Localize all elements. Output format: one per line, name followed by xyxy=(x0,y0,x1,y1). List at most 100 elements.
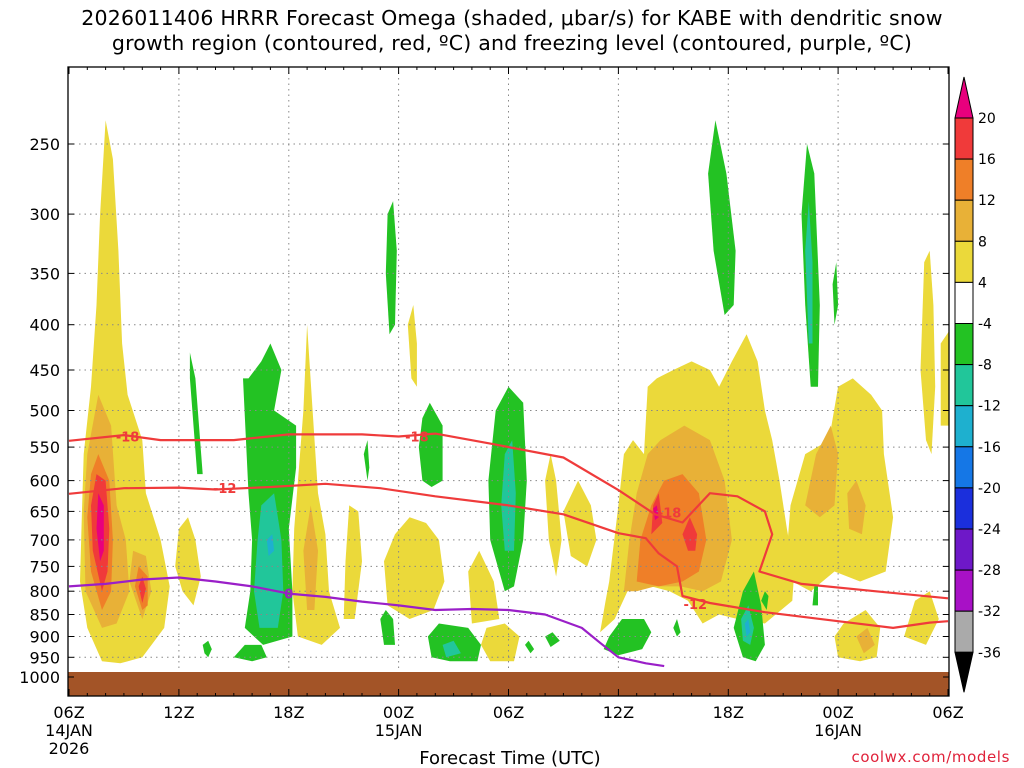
omega-region-14z-18z-orange xyxy=(636,474,707,587)
x-tick-date-label: 15JAN xyxy=(375,721,423,740)
omega-region-06z-edge xyxy=(940,331,949,426)
contour-line xyxy=(68,432,949,600)
contours xyxy=(68,432,949,668)
y-tick-label: 850 xyxy=(29,606,60,625)
omega-region-00z-upper-descent xyxy=(832,262,839,325)
contour-labels: -18 -12 -18 -18 -12 0 xyxy=(116,431,707,614)
colorbar-label: 12 xyxy=(978,193,996,209)
grid xyxy=(68,67,949,672)
omega-region-22z-descent xyxy=(363,440,370,481)
omega-region-04z-low xyxy=(904,591,939,645)
omega-region-21z-gold xyxy=(805,425,839,518)
colorbar: 20 16 12 8 4 -4 -8 -12 -16 -20 -24 -28 -32 -36 xyxy=(954,76,1001,693)
colorbar-label: -8 xyxy=(978,358,992,374)
colorbar-label: 4 xyxy=(978,275,987,291)
contour-line xyxy=(68,576,665,668)
omega-region-20z xyxy=(343,505,362,619)
colorbar-segment xyxy=(954,610,974,653)
y-tick-label: 650 xyxy=(29,502,60,521)
x-tick-label: 00Z xyxy=(383,703,414,722)
omega-region-16z-low-descent xyxy=(233,644,267,662)
credit-text: coolwx.com/models xyxy=(851,748,1010,766)
colorbar-segment xyxy=(954,158,974,201)
omega-region-19z-gold xyxy=(303,505,318,610)
omega-region-13z-magenta xyxy=(653,505,659,521)
y-axis: 250 300 350 400 450 500 550 600 650 700 750 800 850 9… xyxy=(19,135,949,687)
colorbar-segment xyxy=(954,487,974,530)
x-tick-label: 12Z xyxy=(163,703,194,722)
contour-label: -18 xyxy=(116,431,140,446)
y-tick-label: 700 xyxy=(29,531,60,550)
colorbar-label: 20 xyxy=(978,111,996,127)
omega-region-22z-teal xyxy=(805,201,813,344)
omega-region-13z-low-descent xyxy=(603,619,652,656)
omega-region-06z-sfc xyxy=(481,623,520,662)
omega-region-early-magenta xyxy=(96,493,104,562)
omega-region-12z-low-descent xyxy=(202,640,212,658)
omega-region-03z-teal xyxy=(442,640,461,658)
colorbar-segment xyxy=(954,323,974,366)
colorbar-label: 16 xyxy=(978,152,996,168)
omega-region-08z xyxy=(545,454,562,577)
colorbar-label: -20 xyxy=(978,481,1001,497)
colorbar-label: -24 xyxy=(978,522,1001,538)
contour-label: -12 xyxy=(213,482,237,497)
omega-region-15z-low-descent xyxy=(673,619,681,637)
y-tick-label: 750 xyxy=(29,557,60,576)
colorbar-segment xyxy=(954,117,974,160)
y-tick-label: 950 xyxy=(29,648,60,667)
x-tick-label: 18Z xyxy=(713,703,744,722)
contour-line xyxy=(68,482,949,629)
colorbar-segment xyxy=(954,446,974,489)
x-tick-label: 12Z xyxy=(603,703,634,722)
y-tick-label: 550 xyxy=(29,438,60,457)
omega-region-01z-gold xyxy=(856,627,875,654)
colorbar-label: -28 xyxy=(978,563,1001,579)
omega-region-07z-low2-descent xyxy=(545,632,560,647)
colorbar-segment xyxy=(954,240,974,283)
x-tick-label: 06Z xyxy=(53,703,84,722)
colorbar-segment xyxy=(954,199,974,242)
colorbar-segment xyxy=(954,405,974,448)
y-tick-label: 1000 xyxy=(19,668,60,687)
colorbar-label: -16 xyxy=(978,440,1001,456)
colorbar-label: -12 xyxy=(978,399,1001,415)
x-tick-label: 06Z xyxy=(932,703,963,722)
omega-region-04z xyxy=(468,550,500,624)
y-tick-label: 400 xyxy=(29,316,60,335)
x-tick-label: 06Z xyxy=(493,703,524,722)
colorbar-bottom-triangle xyxy=(954,651,974,693)
colorbar-segment xyxy=(954,569,974,612)
omega-region-23z-upper-descent xyxy=(385,201,397,335)
y-tick-label: 600 xyxy=(29,472,60,491)
omega-region-21z-23z xyxy=(786,378,894,592)
contour-label: -12 xyxy=(684,598,708,613)
chart-title-line2: growth region (contoured, red, ºC) and f… xyxy=(111,31,913,55)
chart-title: 2026011406 HRRR Forecast Omega (shaded, … xyxy=(0,6,1024,56)
omega-region-12z-low xyxy=(175,517,201,606)
omega-region-19z-cyan xyxy=(744,619,751,637)
y-tick-label: 500 xyxy=(29,402,60,421)
omega-region-09z xyxy=(563,480,597,567)
colorbar-label: -32 xyxy=(978,604,1001,620)
y-tick-label: 300 xyxy=(29,205,60,224)
colorbar-label: 8 xyxy=(978,234,987,250)
contour-label: 0 xyxy=(284,588,293,603)
omega-region-04z-upper xyxy=(920,250,936,455)
y-tick-label: 250 xyxy=(29,135,60,154)
omega-region-18z-teal xyxy=(254,493,284,628)
colorbar-top-triangle xyxy=(954,76,974,119)
y-tick-label: 350 xyxy=(29,264,60,283)
omega-region-23z-gold xyxy=(847,480,866,535)
colorbar-segment xyxy=(954,281,974,324)
omega-region-23z-low-descent xyxy=(380,610,395,645)
colorbar-segment xyxy=(954,528,974,571)
x-tick-label: 18Z xyxy=(273,703,304,722)
x-tick-label: 00Z xyxy=(822,703,853,722)
x-tick-date-label: 14JAN xyxy=(45,721,93,740)
x-tick-date-label: 16JAN xyxy=(814,721,862,740)
omega-shading xyxy=(80,120,949,664)
y-tick-label: 450 xyxy=(29,361,60,380)
